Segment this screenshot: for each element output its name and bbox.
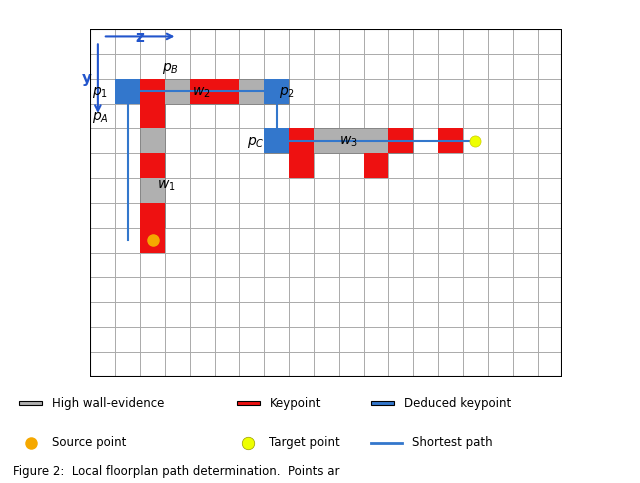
Text: Deduced keypoint: Deduced keypoint [404, 397, 511, 410]
Bar [140, 103, 165, 128]
Bar [388, 128, 413, 153]
Text: $p_C$: $p_C$ [247, 134, 264, 150]
Text: $p_B$: $p_B$ [163, 61, 179, 76]
FancyBboxPatch shape [371, 401, 394, 405]
Bar [264, 128, 289, 153]
Text: High wall-evidence: High wall-evidence [52, 397, 164, 410]
Text: Target point: Target point [269, 436, 340, 449]
Text: z: z [136, 30, 145, 45]
Bar [264, 79, 289, 103]
Text: $p_1$: $p_1$ [92, 85, 108, 100]
Text: $w_2$: $w_2$ [192, 85, 211, 99]
Text: Shortest path: Shortest path [412, 436, 492, 449]
Text: $w_3$: $w_3$ [339, 135, 358, 149]
Text: $p_2$: $p_2$ [279, 85, 295, 100]
Bar [289, 153, 314, 178]
FancyBboxPatch shape [19, 401, 42, 405]
Text: y: y [82, 71, 92, 86]
Bar [140, 153, 165, 178]
Text: Source point: Source point [52, 436, 126, 449]
Bar [214, 79, 239, 103]
Text: Figure 2:  Local floorplan path determination.  Points ar: Figure 2: Local floorplan path determina… [13, 465, 339, 478]
Bar [140, 79, 165, 227]
Bar [190, 79, 214, 103]
Text: $w_1$: $w_1$ [157, 178, 176, 193]
Bar [264, 128, 413, 153]
Bar [289, 128, 314, 153]
Text: $p_A$: $p_A$ [92, 110, 109, 125]
Bar [438, 128, 463, 153]
Bar [115, 79, 140, 103]
Text: Keypoint: Keypoint [269, 397, 321, 410]
Bar [140, 227, 165, 253]
Bar [364, 153, 388, 178]
FancyBboxPatch shape [237, 401, 260, 405]
Bar [140, 79, 289, 103]
Bar [140, 203, 165, 227]
Bar [140, 79, 165, 103]
